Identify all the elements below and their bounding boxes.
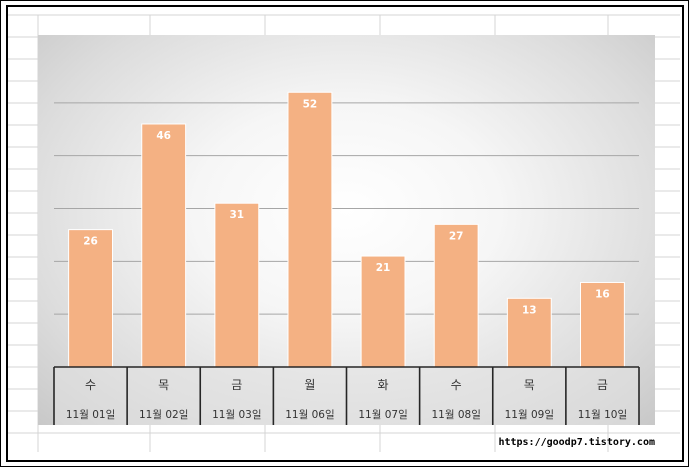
tick-label-weekday-6: 목	[524, 378, 535, 392]
tick-label-date-0: 11월 01일	[66, 408, 115, 421]
tick-label-date-5: 11월 08일	[431, 408, 480, 421]
category-axis: 수 11월 01일 목 11월 02일 금 11월 03일 월 11월 06일 화 11월 07일…	[53, 366, 640, 425]
bar-chart: 26 46 31 52 21 27 13 16 수 11월 01일 목 11월 02일 금 11월 03…	[53, 91, 640, 425]
bar-5[interactable]	[433, 223, 479, 368]
data-label-3: 52	[303, 98, 318, 110]
bar-0[interactable]	[68, 229, 113, 368]
tick-label-weekday-4: 화	[378, 378, 389, 392]
bars	[68, 91, 625, 368]
data-label-5: 27	[449, 230, 464, 242]
bar-7[interactable]	[580, 281, 625, 368]
data-label-0: 26	[83, 236, 98, 248]
tick-label-weekday-3: 월	[304, 378, 315, 392]
inner-frame	[6, 5, 684, 462]
data-labels: 26 46 31 52 21 27 13 16	[83, 98, 610, 316]
bar-1[interactable]	[141, 123, 187, 368]
tick-label-date-6: 11월 09일	[505, 408, 554, 421]
bar-6[interactable]	[506, 297, 552, 368]
tick-label-weekday-0: 수	[85, 378, 96, 392]
tick-label-date-4: 11월 07일	[358, 408, 407, 421]
site-credit: https://goodp7.tistory.com	[498, 437, 655, 448]
bar-3[interactable]	[287, 91, 333, 368]
data-label-2: 31	[230, 209, 245, 221]
tick-label-date-1: 11월 02일	[139, 408, 188, 421]
tick-label-weekday-1: 목	[158, 378, 169, 392]
tick-label-date-3: 11월 06일	[285, 408, 334, 421]
tick-label-date-7: 11월 10일	[578, 408, 627, 421]
data-label-1: 46	[156, 130, 171, 142]
tick-label-weekday-5: 수	[451, 378, 462, 392]
data-label-6: 13	[522, 304, 537, 316]
tick-label-weekday-7: 금	[597, 378, 608, 392]
data-label-7: 16	[595, 288, 610, 300]
tick-label-weekday-2: 금	[231, 378, 242, 392]
chart-area[interactable]: 26 46 31 52 21 27 13 16 수 11월 01일 목 11월 02일 금 11월 03…	[38, 35, 655, 425]
data-label-4: 21	[376, 262, 391, 274]
tick-label-date-2: 11월 03일	[212, 408, 261, 421]
bar-2[interactable]	[214, 202, 260, 368]
